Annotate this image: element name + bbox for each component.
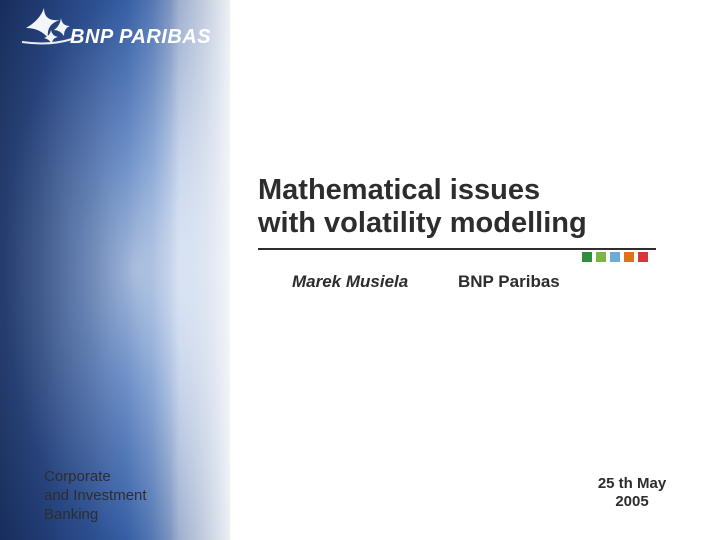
title-line2: with volatility modelling: [258, 207, 678, 240]
date-label: 25 th May 2005: [582, 475, 682, 513]
slide: BNP PARIBAS Mathematical issues with vol…: [0, 0, 720, 540]
date-line2: 2005: [582, 493, 682, 512]
company-name: BNP Paribas: [458, 272, 560, 292]
slide-title: Mathematical issues with volatility mode…: [258, 174, 678, 241]
accent-square: [638, 252, 648, 262]
bnp-logo-text: BNP PARIBAS: [70, 26, 211, 49]
division-label: Corporate and Investment Banking: [44, 468, 184, 524]
division-line2: and Investment: [44, 487, 184, 506]
accent-square: [596, 252, 606, 262]
accent-square: [624, 252, 634, 262]
accent-square: [610, 252, 620, 262]
author-name: Marek Musiela: [292, 272, 408, 292]
division-line3: Banking: [44, 506, 184, 525]
date-line1: 25 th May: [582, 475, 682, 494]
title-line1: Mathematical issues: [258, 174, 678, 207]
division-line1: Corporate: [44, 468, 184, 487]
left-gradient-fade: [170, 0, 270, 540]
accent-square: [582, 252, 592, 262]
bnp-logo: BNP PARIBAS: [26, 12, 216, 72]
accent-squares: [582, 252, 648, 262]
title-underline: [258, 248, 656, 250]
